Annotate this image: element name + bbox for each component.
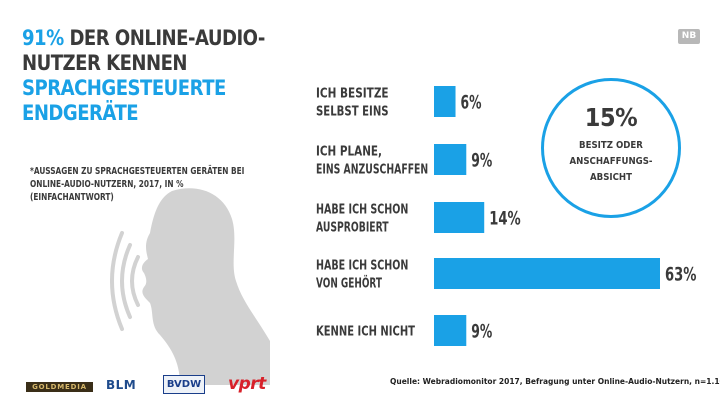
category-label-3: HABE ICH SCHON VON GEHÖRT (316, 259, 408, 292)
bar-0 (434, 86, 456, 117)
headline-line-1: 91% DER ONLINE-AUDIO- (22, 26, 265, 50)
highlight-circle: 15% BESITZ ODER ANSCHAFFUNGS-ABSICHT (541, 78, 681, 218)
footnote: *AUSSAGEN ZU SPRACHGESTEUERTEN GERÄTEN B… (30, 166, 245, 203)
bar-value-label-2: 14% (489, 208, 521, 230)
nb-badge: NB (678, 29, 700, 44)
vprt-logo: vprt (228, 374, 266, 394)
bar-value-label-3: 63% (665, 264, 697, 286)
category-label-4: KENNE ICH NICHT (316, 325, 415, 340)
goldmedia-logo: GOLDMEDIA (26, 382, 93, 392)
category-label-2: HABE ICH SCHON AUSPROBIERT (316, 203, 408, 236)
blm-logo: BLM (106, 378, 137, 392)
speaking-woman-silhouette (110, 188, 270, 385)
bar-value-label-0: 6% (461, 92, 482, 114)
category-label-0: ICH BESITZE SELBST EINS (316, 87, 389, 120)
bvdw-logo: BVDW (163, 375, 205, 394)
bar-2 (434, 202, 485, 233)
category-label-1: ICH PLANE, EINS ANZUSCHAFFEN (316, 145, 428, 178)
bar-3 (434, 258, 660, 289)
headline-line-2: NUTZER KENNEN (22, 51, 188, 75)
source-note: Quelle: Webradiomonitor 2017, Befragung … (390, 377, 720, 386)
headline-line-4: ENDGERÄTE (22, 101, 139, 125)
bar-4 (434, 315, 467, 346)
bar-value-label-1: 9% (471, 150, 492, 172)
headline: 91% DER ONLINE-AUDIO- NUTZER KENNEN SPRA… (22, 26, 271, 126)
headline-line-3: SPRACHGESTEUERTE (22, 76, 226, 100)
highlight-label: BESITZ ODER ANSCHAFFUNGS-ABSICHT (569, 140, 653, 183)
highlight-value: 15% (584, 103, 638, 132)
bar-value-label-4: 9% (471, 321, 492, 343)
bar-1 (434, 144, 467, 175)
